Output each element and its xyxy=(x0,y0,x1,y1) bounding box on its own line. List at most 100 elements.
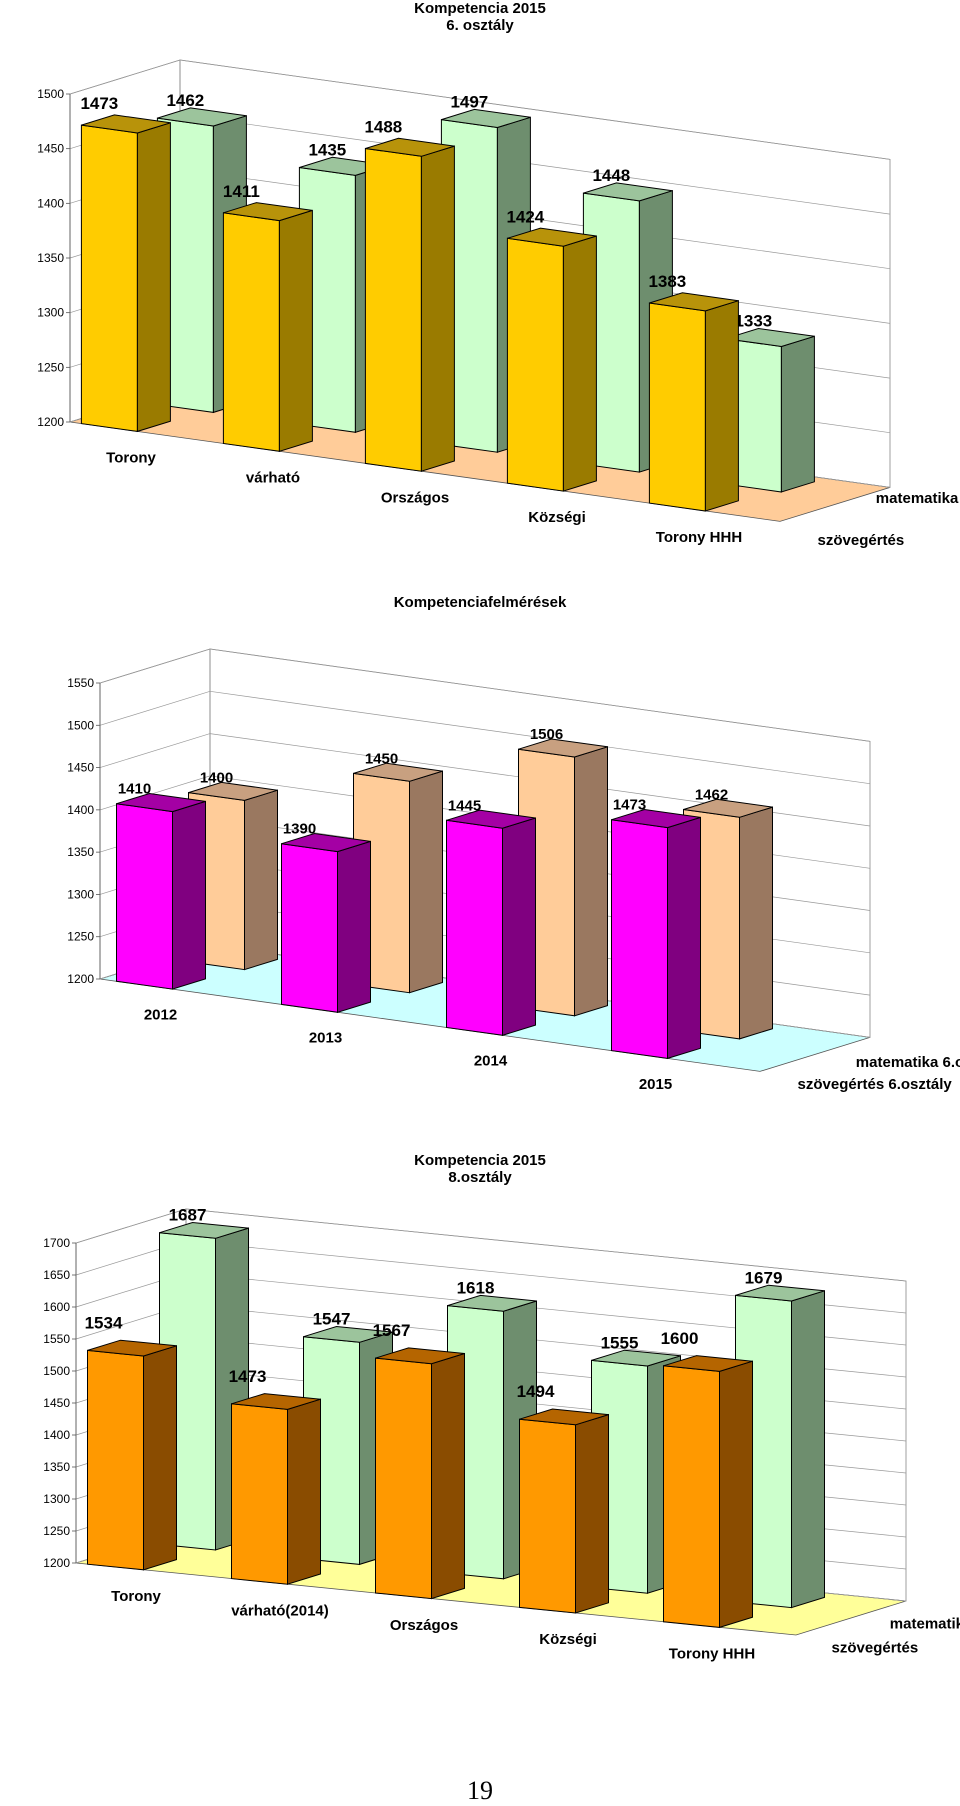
data-label: 1534 xyxy=(85,1313,123,1332)
data-label: 1618 xyxy=(457,1279,495,1298)
bar-front-face xyxy=(87,1349,144,1571)
data-label: 1497 xyxy=(450,93,488,112)
y-tick-label: 1300 xyxy=(37,306,64,320)
data-label: 1473 xyxy=(613,797,646,814)
data-label: 1473 xyxy=(229,1367,267,1386)
bar-top-face xyxy=(446,809,536,829)
x-tick-label: Torony HHH xyxy=(669,1646,755,1663)
bar-top-face xyxy=(375,1347,465,1365)
bar-front-face xyxy=(222,212,280,452)
data-label: 1410 xyxy=(118,781,151,798)
gridline xyxy=(99,648,871,742)
y-tick-label: 1450 xyxy=(43,1396,70,1410)
page-number: 19 xyxy=(467,1776,493,1805)
bar-top-face xyxy=(447,1294,537,1312)
data-label: 1462 xyxy=(166,91,204,110)
y-tick-label: 1250 xyxy=(67,930,94,944)
y-tick-label: 1500 xyxy=(37,87,64,101)
data-label: 1547 xyxy=(313,1310,351,1329)
chart-canvas: 1200 1250 1300 1350 1400 1450 1500 1462 1473 1435… xyxy=(37,59,959,549)
bar-side-face xyxy=(780,335,815,493)
bar-front-face xyxy=(231,1403,288,1585)
bar-top-face xyxy=(735,1284,825,1302)
bar-top-face xyxy=(159,1221,249,1239)
bar-top-face xyxy=(157,107,247,127)
data-label: 1506 xyxy=(530,726,563,743)
x-tick-label: várható xyxy=(246,469,300,486)
y-tick-label: 1350 xyxy=(37,251,64,265)
y-tick-label: 1400 xyxy=(37,196,64,210)
y-tick-label: 1350 xyxy=(43,1460,70,1474)
bar-top-face xyxy=(583,182,673,202)
bar-side-face xyxy=(244,789,278,971)
series-label: matematika xyxy=(890,1615,960,1632)
bar-top-face xyxy=(353,762,443,782)
bar-front-face xyxy=(281,843,338,1013)
bar-front-face xyxy=(648,302,706,512)
y-tick-label: 1650 xyxy=(43,1268,70,1282)
series-label: matematika 6.osztály xyxy=(856,1054,960,1071)
bar-top-face xyxy=(683,798,773,818)
bar-side-face xyxy=(562,235,597,492)
chart-title-line2: 8.osztály xyxy=(448,1169,512,1186)
bar-top-face xyxy=(223,202,313,222)
bar-top-face xyxy=(81,114,171,134)
data-label: 1488 xyxy=(364,117,402,136)
x-tick-label: Torony xyxy=(106,450,156,467)
y-tick-label: 1550 xyxy=(43,1332,70,1346)
x-tick-label: 2015 xyxy=(639,1076,672,1093)
x-tick-label: 2013 xyxy=(309,1030,342,1047)
data-label: 1555 xyxy=(601,1333,639,1352)
y-tick-label: 1250 xyxy=(37,360,64,374)
bar-top-face xyxy=(611,808,701,829)
bar-top-face xyxy=(188,781,278,801)
bar-top-face xyxy=(507,227,597,247)
bar-front-face xyxy=(375,1357,432,1600)
bar-top-face xyxy=(591,1349,681,1367)
data-label: 1567 xyxy=(373,1321,411,1340)
series-label: matematika xyxy=(876,490,959,507)
series-label: szövegértés xyxy=(832,1640,919,1657)
bar-side-face xyxy=(667,816,701,1060)
chart-title-line1: Kompetencia 2015 xyxy=(414,0,546,17)
bar-top-face xyxy=(649,292,739,312)
y-tick-label: 1400 xyxy=(67,803,94,817)
x-tick-label: Községi xyxy=(539,1631,597,1648)
y-tick-label: 1550 xyxy=(67,676,94,690)
x-tick-label: 2012 xyxy=(144,1006,177,1023)
bar-side-face xyxy=(575,1413,609,1614)
data-label: 1448 xyxy=(592,166,630,185)
x-tick-label: Torony HHH xyxy=(656,529,742,546)
chart-title: Kompetencia 2015 8.osztály xyxy=(0,1152,960,1186)
series-label: szövegértés 6.osztály xyxy=(798,1076,953,1093)
y-tick-label: 1300 xyxy=(43,1492,70,1506)
data-label: 1400 xyxy=(200,770,233,787)
chart-kompetencia-8: Kompetencia 2015 8.osztály 1200 1250 1300 1… xyxy=(0,1150,960,1760)
bar-top-face xyxy=(303,1325,393,1343)
data-label: 1424 xyxy=(506,207,544,226)
data-label: 1600 xyxy=(661,1329,699,1348)
y-tick-label: 1500 xyxy=(67,718,94,732)
data-label: 1445 xyxy=(448,797,481,814)
x-tick-label: Torony xyxy=(111,1588,161,1605)
chart-canvas: 1200 1250 1300 1350 1400 1450 1500 1550 1600 1650… xyxy=(43,1206,960,1663)
bar-side-face xyxy=(287,1398,321,1585)
bar-front-face xyxy=(506,237,564,492)
bar-side-face xyxy=(431,1352,465,1600)
data-label: 1450 xyxy=(365,750,398,767)
data-label: 1679 xyxy=(745,1268,783,1287)
x-tick-label: Országos xyxy=(381,489,449,506)
chart-title: Kompetencia 2015 6. osztály xyxy=(0,0,960,34)
y-tick-label: 1300 xyxy=(67,887,94,901)
bar-top-face xyxy=(725,327,815,348)
data-label: 1411 xyxy=(223,182,260,201)
bar-front-face xyxy=(446,819,503,1036)
bar-side-face xyxy=(136,122,171,433)
data-label: 1435 xyxy=(308,141,346,160)
bar-side-face xyxy=(502,817,536,1036)
data-label: 1383 xyxy=(648,272,686,291)
y-tick-label: 1700 xyxy=(43,1236,70,1250)
bar-side-face xyxy=(719,1360,753,1629)
bar-top-face xyxy=(663,1355,753,1372)
bar-top-face xyxy=(231,1393,321,1410)
